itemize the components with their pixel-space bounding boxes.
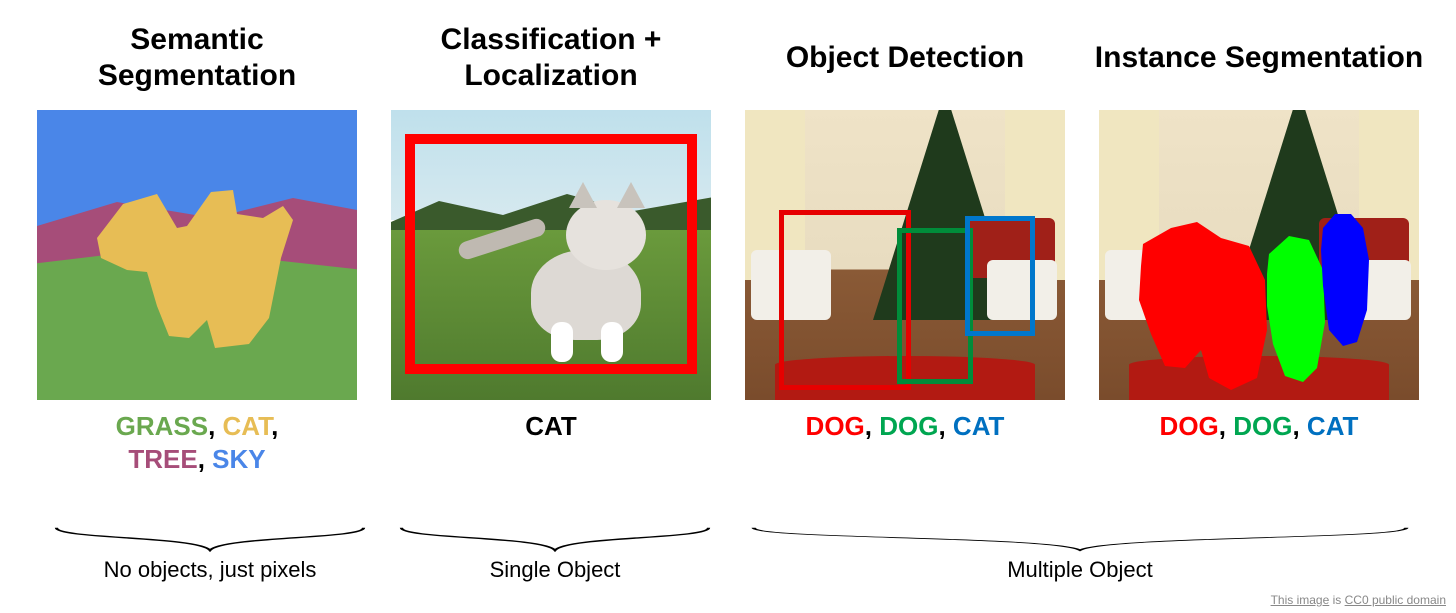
label-grass: GRASS [116,411,208,441]
cat-polygon [97,190,293,348]
brace-icon [395,525,715,553]
panel1-image [37,110,357,400]
label-sky: SKY [212,444,265,474]
label-dog-1: DOG [1160,411,1219,441]
panel3-labels: DOG, DOG, CAT [806,410,1005,443]
panel3-title: Object Detection [786,20,1024,96]
instance-masks [1099,110,1419,400]
bbox-cat [965,216,1035,336]
brace-row: No objects, just pixels Single Object Mu… [0,525,1456,605]
brace-icon [50,525,370,553]
panel-semantic-segmentation: Semantic Segmentation GRASS, CAT, TREE, … [30,20,364,475]
panel4-image [1099,110,1419,400]
brace-label: Multiple Object [740,557,1420,583]
label-cat: CAT [953,411,1005,441]
brace-icon [740,525,1420,553]
panel2-image [391,110,711,400]
brace-label: Single Object [395,557,715,583]
label-cat: CAT [525,411,577,441]
panel4-title: Instance Segmentation [1095,20,1423,96]
credit-prefix: This image [1271,593,1330,607]
panel1-title: Semantic Segmentation [30,20,364,96]
panels-row: Semantic Segmentation GRASS, CAT, TREE, … [0,0,1456,475]
comma: , [271,411,278,441]
credit-mid: is [1329,593,1344,607]
panel-object-detection: Object Detection DOG, DOG, CAT [738,20,1072,475]
panel4-labels: DOG, DOG, CAT [1160,410,1359,443]
p2-bbox [405,134,697,374]
comma: , [1292,411,1306,441]
brace-label: No objects, just pixels [50,557,370,583]
comma: , [865,411,879,441]
panel-instance-segmentation: Instance Segmentation DOG, DOG, CAT [1092,20,1426,475]
panel1-labels: GRASS, CAT, TREE, SKY [116,410,279,475]
panel2-title: Classification + Localization [384,20,718,96]
label-dog-1: DOG [806,411,865,441]
label-dog-2: DOG [1233,411,1292,441]
label-cat: CAT [223,411,272,441]
bbox-dog-2 [897,228,973,384]
brace-no-objects: No objects, just pixels [50,525,370,583]
comma: , [208,411,222,441]
brace-multiple-object: Multiple Object [740,525,1420,583]
label-dog-2: DOG [879,411,938,441]
seg-region-cat [37,110,357,400]
comma: , [938,411,952,441]
label-cat: CAT [1307,411,1359,441]
bbox-dog-1 [779,210,911,390]
panel-classification-localization: Classification + Localization CAT [384,20,718,475]
label-tree: TREE [128,444,197,474]
mask-dog-1 [1139,222,1267,390]
panel3-image [745,110,1065,400]
comma: , [198,444,212,474]
brace-single-object: Single Object [395,525,715,583]
panel2-labels: CAT [525,410,577,443]
image-credit: This image is CC0 public domain [1271,593,1446,607]
comma: , [1219,411,1233,441]
mask-dog-2 [1267,236,1325,382]
credit-link: CC0 public domain [1345,593,1446,607]
mask-cat [1321,214,1369,346]
